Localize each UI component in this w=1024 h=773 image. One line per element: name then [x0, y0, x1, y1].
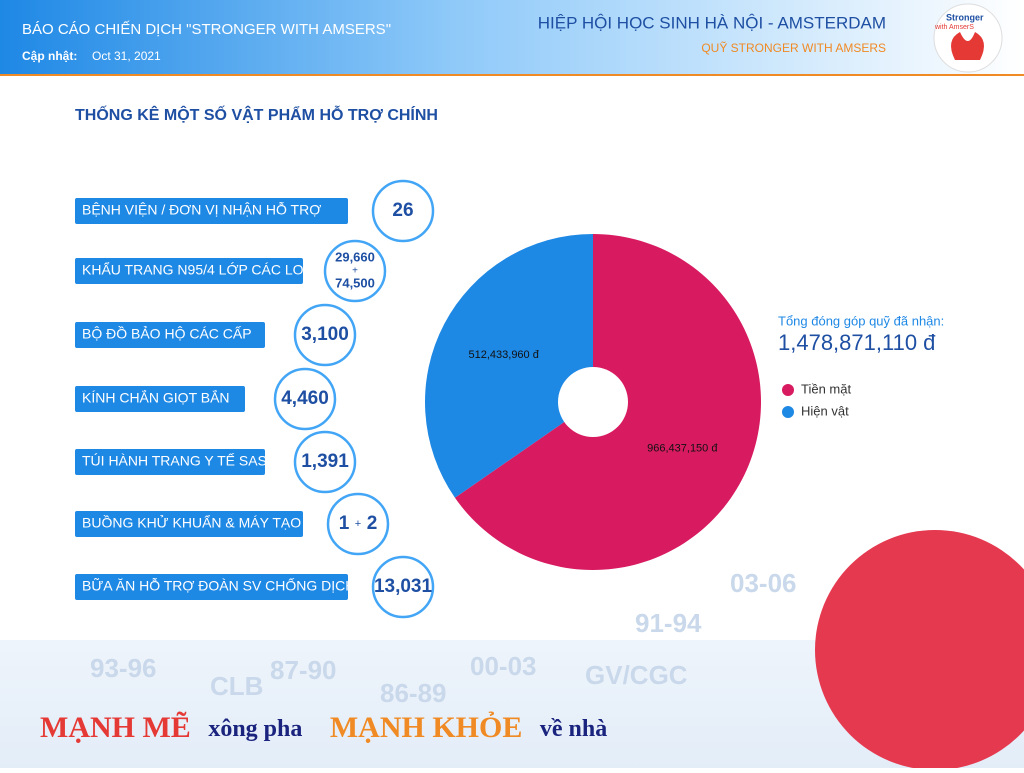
slogan-part: xông pha [208, 716, 302, 742]
item-badge [293, 430, 357, 494]
item-value: 4,460 [281, 388, 329, 409]
slice-label: 966,437,150 đ [647, 443, 718, 455]
background-label: GV/CGC [585, 660, 688, 690]
item-bar [75, 574, 348, 600]
item-value: 13,031 [374, 576, 433, 597]
background-label: CLB [210, 671, 263, 701]
fund-name: QUỸ STRONGER WITH AMSERS [701, 41, 886, 55]
slogan-part: MẠNH KHỎE [330, 711, 523, 744]
legend-swatch [782, 384, 794, 396]
legend-label: Hiện vật [801, 403, 849, 418]
item-value: 3,100 [301, 324, 349, 345]
total-label: Tổng đóng góp quỹ đã nhận: [778, 313, 944, 328]
item-badge [371, 179, 435, 243]
section-title: THỐNG KÊ MỘT SỐ VẬT PHẨM HỖ TRỢ CHÍNH [75, 104, 438, 124]
item-bar [75, 386, 245, 412]
decor-circle [815, 530, 1024, 770]
item-label: BỆNH VIỆN / ĐƠN VỊ NHẬN HỖ TRỢ [82, 201, 321, 218]
legend-swatch [782, 406, 794, 418]
item-value: 2 [367, 513, 378, 534]
logo-flower [951, 32, 984, 60]
item-label: TÚI HÀNH TRANG Y TẾ SAS [82, 453, 267, 469]
item-value: 74,500 [335, 275, 375, 290]
item-badge [273, 367, 337, 431]
donut-hole [558, 367, 628, 437]
header-title: BÁO CÁO CHIẾN DỊCH "STRONGER WITH AMSERS… [22, 21, 391, 38]
item-label: KHẨU TRANG N95/4 LỚP CÁC LOẠI [82, 261, 317, 278]
logo [933, 3, 1003, 73]
updated-date: Oct 31, 2021 [92, 49, 161, 63]
slice-label: 512,433,960 đ [469, 349, 540, 361]
item-joiner: + [352, 266, 358, 277]
item-bar [75, 258, 303, 284]
org-name: HIỆP HỘI HỌC SINH HÀ NỘI - AMSTERDAM [538, 13, 886, 32]
header-bar [0, 0, 1024, 75]
item-value: 29,660 [335, 249, 375, 264]
item-joiner: + [355, 518, 361, 530]
updated-label: Cập nhật: [22, 49, 77, 63]
background-label: 00-03 [470, 651, 537, 681]
item-label: BỮA ĂN HỖ TRỢ ĐOÀN SV CHỐNG DỊCH [82, 577, 355, 594]
pie-slice [425, 234, 593, 498]
item-badge [371, 555, 435, 619]
background-label: 87-90 [270, 655, 337, 685]
slogan-part: MẠNH MẼ [40, 711, 191, 744]
item-label: BUỒNG KHỬ KHUẨN & MÁY TẠO OXY [82, 514, 335, 531]
total-value: 1,478,871,110 đ [778, 330, 936, 355]
slogan: MẠNH MẼ xông pha MẠNH KHỎE về nhà [40, 711, 607, 744]
slogan-part: về nhà [540, 716, 607, 742]
item-badge [293, 303, 357, 367]
item-value: 1,391 [301, 451, 349, 472]
item-badge [323, 239, 387, 303]
item-bar [75, 511, 303, 537]
background-label: 91-94 [635, 608, 702, 638]
legend-label: Tiền mặt [801, 381, 851, 396]
item-label: KÍNH CHẮN GIỌT BẮN [82, 389, 230, 406]
header-border [0, 74, 1024, 76]
logo-text: with AmserS [934, 24, 974, 31]
background-label: 93-96 [90, 653, 157, 683]
background-label: 03-06 [730, 568, 797, 598]
background-label: 86-89 [380, 678, 447, 708]
item-label: BỘ ĐỒ BẢO HỘ CÁC CẤP [82, 325, 252, 342]
item-value: 26 [392, 200, 413, 221]
item-value: 1 [339, 513, 350, 534]
item-bar [75, 322, 265, 348]
item-bar [75, 198, 348, 224]
item-badge [326, 492, 390, 556]
logo-text: Stronger [946, 12, 984, 22]
item-bar [75, 449, 265, 475]
